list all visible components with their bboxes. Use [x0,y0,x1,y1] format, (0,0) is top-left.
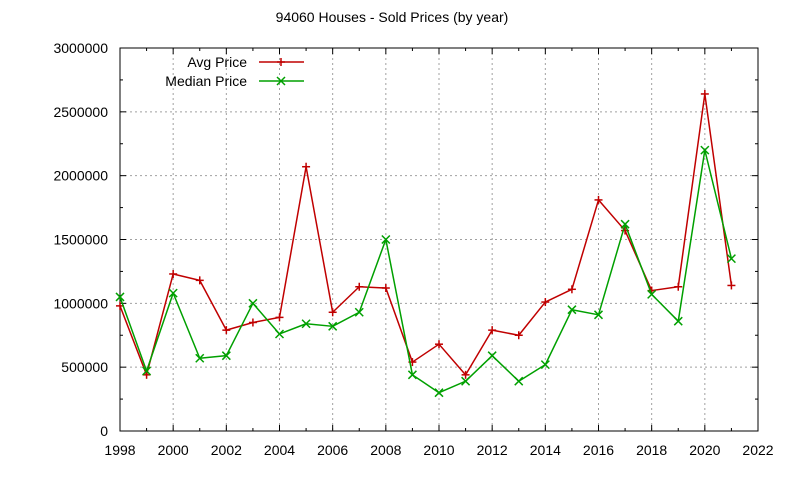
legend-marker [276,76,286,86]
y-tick-label: 2000000 [53,168,108,184]
data-point [355,282,364,291]
x-tick-label: 2022 [742,442,773,458]
data-point [248,318,257,327]
x-tick-label: 2014 [530,442,561,458]
x-tick-label: 2002 [211,442,242,458]
data-point [142,366,152,376]
y-tick-label: 1000000 [53,295,108,311]
data-point [514,376,524,386]
data-point [434,388,444,398]
y-tick-label: 2500000 [53,104,108,120]
x-tick-label: 2010 [423,442,454,458]
data-point [222,326,231,335]
data-point [647,289,657,299]
x-tick-label: 2016 [583,442,614,458]
data-point [168,288,178,298]
data-point [488,326,497,335]
chart-title: 94060 Houses - Sold Prices (by year) [276,9,509,25]
data-point [275,313,284,322]
y-tick-label: 3000000 [53,40,108,56]
data-point [221,351,231,361]
axis-ticks: 1998 2000 2002 2004 2006 2008 2010 2012 2014 2016… [53,40,773,458]
grid [120,48,758,431]
series-1 [115,145,736,398]
data-point [700,89,709,98]
data-point [726,254,736,264]
data-point [727,281,736,290]
x-tick-label: 2018 [636,442,667,458]
y-tick-label: 0 [100,423,108,439]
data-point [381,284,390,293]
data-point [328,308,337,317]
data-point [674,282,683,291]
data-point [461,376,471,386]
data-point [700,145,710,155]
series-line [119,149,733,394]
data-point [594,195,603,204]
legend-label: Median Price [165,73,247,89]
x-tick-label: 2006 [317,442,348,458]
y-tick-label: 1500000 [53,232,108,248]
x-tick-label: 2004 [264,442,295,458]
data-point [195,276,204,285]
legend-marker [277,58,285,66]
series [115,89,736,398]
data-point [567,305,577,315]
x-tick-label: 2000 [158,442,189,458]
series-0 [116,89,736,379]
data-point [487,351,497,361]
data-point [435,340,443,349]
x-tick-label: 1998 [104,442,135,458]
x-tick-label: 2012 [477,442,508,458]
data-point [567,285,576,294]
data-point [593,310,604,320]
data-point [673,316,683,326]
data-point [142,370,151,379]
series-line [119,93,733,376]
legend-label: Avg Price [187,54,247,70]
data-point [514,331,523,340]
data-point [248,298,258,308]
data-point [381,234,391,245]
legend: Avg Price Median Price [165,54,304,89]
data-point [541,298,550,307]
data-point [354,307,364,317]
data-point [274,329,285,339]
data-point [301,319,311,329]
data-point [407,370,417,380]
y-tick-label: 500000 [61,359,108,375]
data-point [328,321,338,331]
data-point [540,360,550,370]
x-tick-label: 2008 [370,442,401,458]
data-point [461,370,470,379]
data-point [302,162,311,171]
data-point [620,219,630,229]
x-tick-label: 2020 [689,442,720,458]
data-point [115,292,125,302]
data-point [169,269,178,278]
data-point [195,353,205,363]
